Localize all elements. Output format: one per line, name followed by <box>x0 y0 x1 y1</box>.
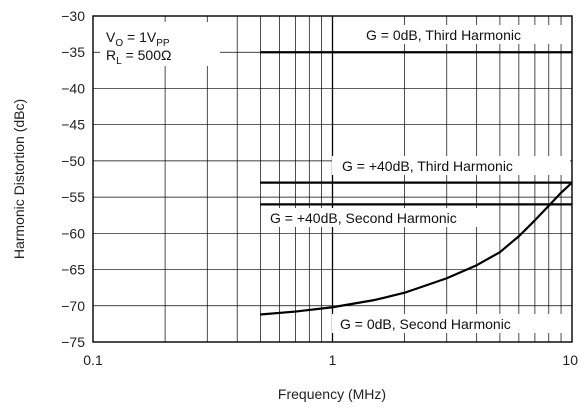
cond-vo-sub: O <box>115 38 123 49</box>
y-tick-label: −55 <box>61 189 85 205</box>
x-tick-label: 1 <box>329 352 337 368</box>
y-tick-labels: −30 −35 −40 −45 −50 −55 −60 −65 −70 −75 <box>61 8 85 350</box>
annotation-g0-third-bg <box>356 25 570 44</box>
condition-vo: VO = 1VPP <box>106 29 170 49</box>
annotation-g40-third-bg <box>332 156 570 175</box>
x-tick-labels: 0.1 1 10 <box>83 352 578 368</box>
y-tick-label: −60 <box>61 225 85 241</box>
y-tick-label: −50 <box>61 153 85 169</box>
y-tick-label: −70 <box>61 298 85 314</box>
annotation-g40-second: G = +40dB, Second Harmonic <box>262 208 492 227</box>
y-tick-label: −65 <box>61 262 85 278</box>
cond-vo-main: V <box>106 29 116 45</box>
y-tick-label: −30 <box>61 8 85 24</box>
annotation-g40-third-label: G = +40dB, Third Harmonic <box>342 158 513 174</box>
cond-rl-eq: = 500Ω <box>122 47 172 63</box>
annotation-g40-second-label: G = +40dB, Second Harmonic <box>270 210 457 226</box>
annotation-g0-third: G = 0dB, Third Harmonic <box>356 25 570 44</box>
x-tick-label: 10 <box>562 352 578 368</box>
annotation-g0-third-label: G = 0dB, Third Harmonic <box>366 27 521 43</box>
series-g0-second-harmonic <box>260 181 573 316</box>
grid <box>93 16 572 342</box>
series-layer <box>260 51 573 316</box>
x-axis-title: Frequency (MHz) <box>278 386 386 402</box>
annotation-g0-second-label: G = 0dB, Second Harmonic <box>340 316 511 332</box>
cond-vo-unit-sub: PP <box>156 38 170 49</box>
y-tick-label: −40 <box>61 80 85 96</box>
y-axis-title: Harmonic Distortion (dBc) <box>11 99 27 259</box>
y-tick-label: −45 <box>61 117 85 133</box>
y-tick-label: −75 <box>61 334 85 350</box>
annotation-g0-second-bg <box>332 314 570 333</box>
condition-rl: RL = 500Ω <box>106 47 171 67</box>
x-tick-label: 0.1 <box>83 352 103 368</box>
annotation-g40-third: G = +40dB, Third Harmonic <box>332 156 570 175</box>
cond-rl-sub: L <box>116 56 122 67</box>
conditions-box-bg <box>100 22 220 66</box>
annotation-g0-second: G = 0dB, Second Harmonic <box>332 314 570 333</box>
y-tick-label: −35 <box>61 44 85 60</box>
cond-rl-main: R <box>106 47 116 63</box>
annotation-g40-second-bg <box>262 208 492 227</box>
plot-frame <box>92 15 573 343</box>
cond-vo-eq: = 1V <box>123 29 157 45</box>
